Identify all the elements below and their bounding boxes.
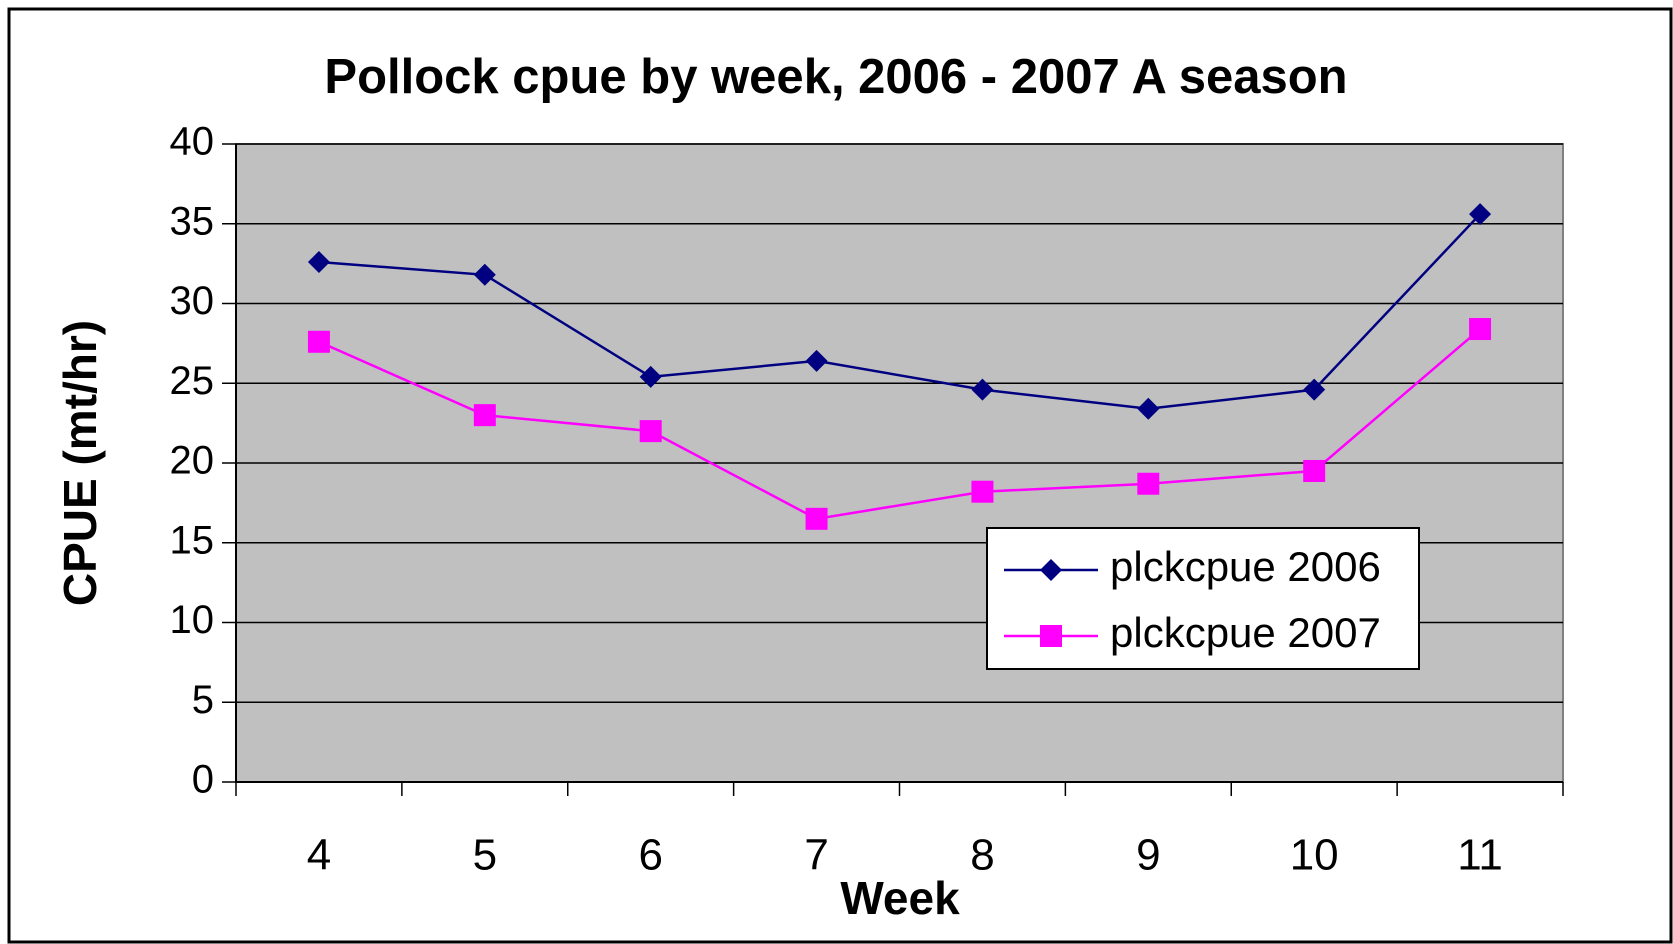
x-tick-label: 11	[1457, 831, 1503, 880]
marker	[1469, 203, 1492, 226]
x-tick-label: 5	[473, 831, 497, 880]
y-axis-label: CPUE (mt/hr)	[54, 320, 106, 606]
x-tick-label: 10	[1290, 831, 1339, 880]
marker	[1137, 472, 1160, 495]
y-tick-label: 15	[170, 518, 215, 562]
marker	[1303, 459, 1326, 482]
series-line	[318, 213, 1481, 411]
marker	[639, 365, 662, 388]
y-tick-label: 5	[192, 678, 214, 722]
y-tick-label: 35	[170, 199, 215, 243]
x-tick-label: 6	[638, 831, 662, 880]
x-axis-label: Week	[840, 872, 960, 924]
y-tick-label: 30	[170, 279, 215, 323]
x-tick-label: 7	[804, 831, 828, 880]
y-tick-label: 40	[170, 120, 215, 164]
marker	[971, 480, 994, 503]
chart-title: Pollock cpue by week, 2006 - 2007 A seas…	[324, 50, 1347, 104]
marker	[1040, 625, 1062, 647]
marker	[639, 420, 662, 443]
marker	[1303, 378, 1326, 401]
marker	[805, 507, 828, 530]
marker	[971, 378, 994, 401]
marker	[1469, 318, 1492, 341]
legend-label: plckcpue 2007	[1110, 609, 1381, 656]
marker	[307, 251, 330, 274]
y-tick-label: 20	[170, 439, 215, 483]
marker	[473, 263, 496, 286]
x-tick-label: 9	[1136, 831, 1160, 880]
legend: plckcpue 2006 plckcpue 2007	[986, 527, 1420, 670]
marker	[1137, 397, 1160, 420]
y-tick-label: 0	[192, 758, 214, 802]
marks	[307, 203, 1492, 530]
y-tick-label: 25	[170, 359, 215, 403]
marker	[1040, 559, 1062, 581]
y-tick-label: 10	[170, 598, 215, 642]
x-tick-label: 8	[970, 831, 994, 880]
series-line	[318, 328, 1481, 521]
x-tick-label: 4	[307, 831, 331, 880]
marker	[805, 349, 828, 372]
marker	[473, 404, 496, 427]
marker	[307, 330, 330, 353]
legend-label: plckcpue 2006	[1110, 543, 1381, 590]
